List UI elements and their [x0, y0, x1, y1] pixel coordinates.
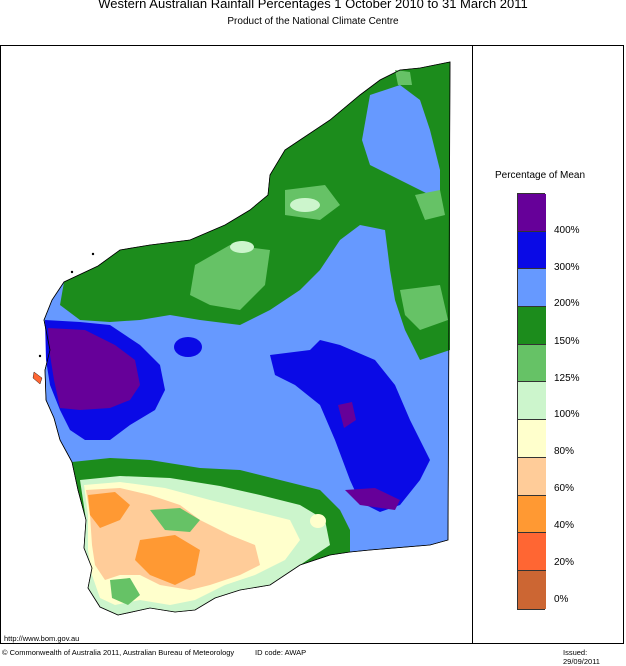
blue-patch-inland [174, 337, 202, 357]
legend-swatch-150-200 [518, 307, 546, 345]
south-orange-2 [135, 535, 200, 585]
southwest-green-pocket [110, 578, 140, 605]
legend-label-80: 80% [554, 446, 575, 457]
map-frame [0, 45, 624, 644]
legend-label-100: 100% [554, 409, 580, 420]
purple-patch-east-2 [345, 488, 400, 510]
legend-swatch-200-300 [518, 269, 546, 308]
island-2 [70, 270, 74, 274]
legend-label-125: 125% [554, 373, 580, 384]
legend-swatch-300-400 [518, 231, 546, 270]
footer-issued: Issued: 29/09/2011 [563, 648, 600, 666]
legend-label-200: 200% [554, 298, 580, 309]
south-pale-patch [310, 514, 326, 528]
legend-swatch-100-125 [518, 382, 546, 421]
blue-region-east [270, 340, 430, 512]
island-4 [32, 371, 43, 385]
island-1 [91, 252, 95, 256]
legend-swatch-40-60 [518, 495, 546, 534]
legend-swatch-125-150 [518, 344, 546, 383]
purple-region-west [48, 328, 140, 410]
legend-swatch-80-100 [518, 420, 546, 458]
map-title: Western Australian Rainfall Percentages … [98, 0, 528, 11]
footer-copyright: © Commonwealth of Australia 2011, Austra… [2, 648, 235, 657]
purple-patch-east-1 [338, 402, 356, 428]
legend-label-40: 40% [554, 520, 575, 531]
rainfall-map [32, 61, 451, 616]
light-green-patch-4 [395, 70, 412, 85]
coastline-outline [43, 61, 451, 616]
legend-label-400: 400% [554, 225, 580, 236]
legend-divider [472, 45, 473, 644]
footer-id-code: ID code: AWAP [255, 648, 307, 657]
legend-title: Percentage of Mean [495, 170, 586, 181]
legend-swatch-60-80 [518, 457, 546, 496]
pale-patch-1 [290, 198, 320, 212]
legend-label-0: 0% [554, 594, 569, 605]
south-orange-1 [88, 492, 130, 528]
island-3 [38, 354, 42, 358]
map-subtitle: Product of the National Climate Centre [227, 16, 399, 27]
light-green-patch-2 [400, 285, 448, 330]
south-green-patch [150, 508, 200, 532]
green-band-north [60, 62, 450, 360]
legend-swatch-20-40 [518, 533, 546, 571]
legend-swatch-400-plus [518, 194, 546, 232]
legend-swatch-0-20 [518, 570, 546, 609]
legend-label-300: 300% [554, 262, 580, 273]
legend-label-20: 20% [554, 557, 575, 568]
legend-color-bar [517, 193, 546, 610]
footer-url[interactable]: http://www.bom.gov.au [4, 634, 80, 643]
blue-inlet-northeast [362, 85, 440, 200]
pale-patch-2 [230, 241, 254, 253]
legend-label-60: 60% [554, 483, 575, 494]
legend-label-150: 150% [554, 336, 580, 347]
light-green-patch-1 [190, 245, 270, 310]
light-green-patch-5 [415, 190, 445, 220]
